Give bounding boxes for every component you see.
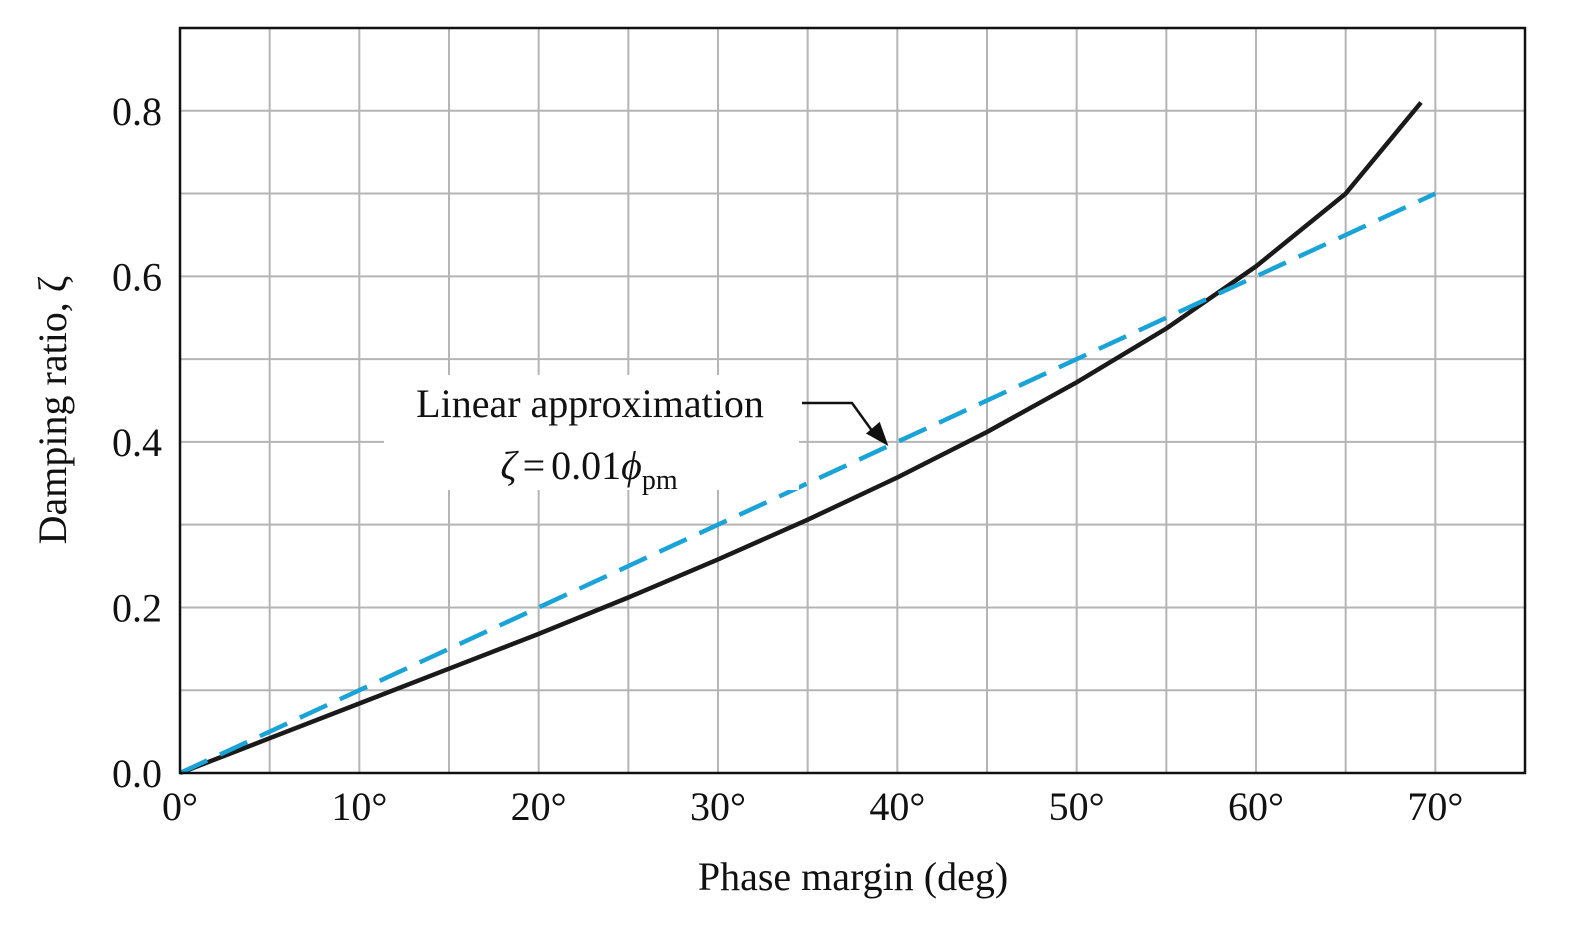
formula-lhs: ζ — [500, 443, 519, 488]
y-axis-title: Damping ratio, ζ — [30, 276, 75, 545]
annotation-leader-line — [802, 401, 876, 435]
series-line-linear-approximation — [179, 191, 1437, 776]
annotation: Linear approximation ζ = 0.01ϕpm — [384, 375, 889, 496]
x-axis-title: Phase margin (deg) — [698, 854, 1008, 899]
x-tick-label: 70° — [1407, 784, 1463, 829]
y-tick-label: 0.2 — [112, 585, 162, 630]
y-axis-ticks: 0.0 0.2 0.4 0.6 0.8 — [112, 89, 162, 796]
annotation-background — [384, 375, 799, 490]
formula-sub: pm — [642, 465, 678, 496]
formula-var: ϕ — [621, 443, 642, 488]
annotation-line1: Linear approximation — [416, 381, 764, 426]
y-tick-label: 0.6 — [112, 254, 162, 299]
plot-frame — [178, 26, 1527, 775]
y-tick-label: 0.8 — [112, 89, 162, 134]
annotation-formula: ζ = 0.01ϕpm — [500, 443, 677, 496]
x-tick-label: 40° — [869, 784, 925, 829]
x-axis-ticks: 0° 10° 20° 30° 40° 50° 60° 70° — [162, 784, 1463, 829]
formula-eq: = — [523, 443, 546, 488]
x-tick-label: 50° — [1049, 784, 1105, 829]
annotation-arrowhead — [866, 421, 889, 447]
y-tick-label: 0.0 — [112, 751, 162, 796]
x-tick-label: 10° — [331, 784, 387, 829]
grid — [180, 28, 1525, 773]
x-tick-label: 30° — [690, 784, 746, 829]
series-line-damping-ratio — [179, 101, 1423, 776]
formula-coef: 0.01 — [551, 443, 621, 488]
x-tick-label: 20° — [511, 784, 567, 829]
x-tick-label: 60° — [1228, 784, 1284, 829]
x-tick-label: 0° — [162, 784, 198, 829]
series-layer — [179, 101, 1437, 776]
y-tick-label: 0.4 — [112, 420, 162, 465]
